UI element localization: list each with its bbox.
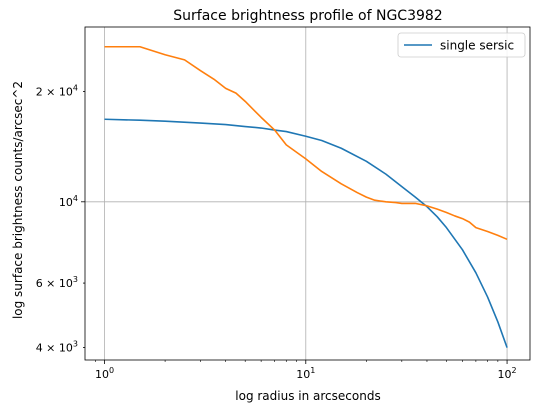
legend-box <box>397 32 526 58</box>
legend-label-single-sersic: single sersic <box>440 39 514 53</box>
x-tick-label: 100 <box>95 366 114 381</box>
x-tick-label: 102 <box>498 366 517 381</box>
x-tick-label: 101 <box>296 366 315 381</box>
y-axis-label: log surface brightness counts/arcsec^2 <box>11 81 25 319</box>
series-line-profile <box>104 45 508 241</box>
series-lines <box>104 45 508 348</box>
y-tick-label: 2 × 104 <box>36 84 78 99</box>
plot-frame <box>84 26 531 361</box>
x-axis-label: log radius in arcseconds <box>235 389 380 403</box>
grid <box>85 27 530 360</box>
axis-ticks: 100 101 102 4 × 103 6 × 103 104 2 × 104 <box>36 84 517 381</box>
chart-title: Surface brightness profile of NGC3982 <box>173 8 442 24</box>
series-line-single-sersic <box>104 118 508 348</box>
y-tick-label: 4 × 103 <box>36 340 78 355</box>
y-tick-label: 6 × 103 <box>36 275 78 290</box>
y-tick-label: 104 <box>59 194 78 209</box>
legend: single sersic <box>397 32 526 58</box>
